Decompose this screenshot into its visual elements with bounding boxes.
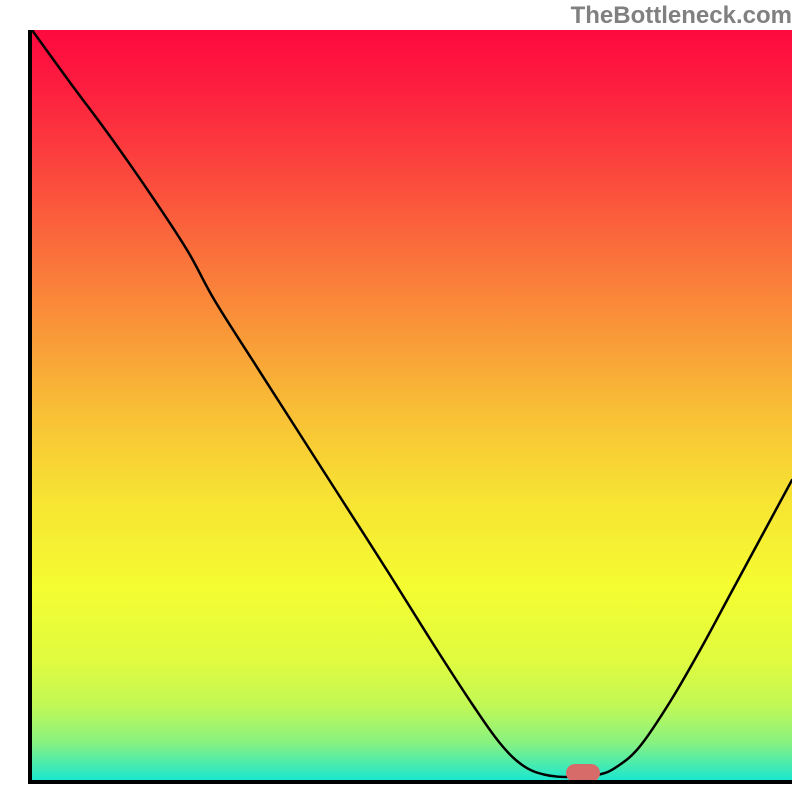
optimum-marker <box>566 764 600 782</box>
bottleneck-curve <box>32 30 792 780</box>
chart-stage: TheBottleneck.com <box>0 0 800 800</box>
y-axis-line <box>28 30 32 784</box>
watermark-text: TheBottleneck.com <box>571 2 792 30</box>
x-axis-line <box>28 780 792 784</box>
plot-area <box>32 30 792 780</box>
